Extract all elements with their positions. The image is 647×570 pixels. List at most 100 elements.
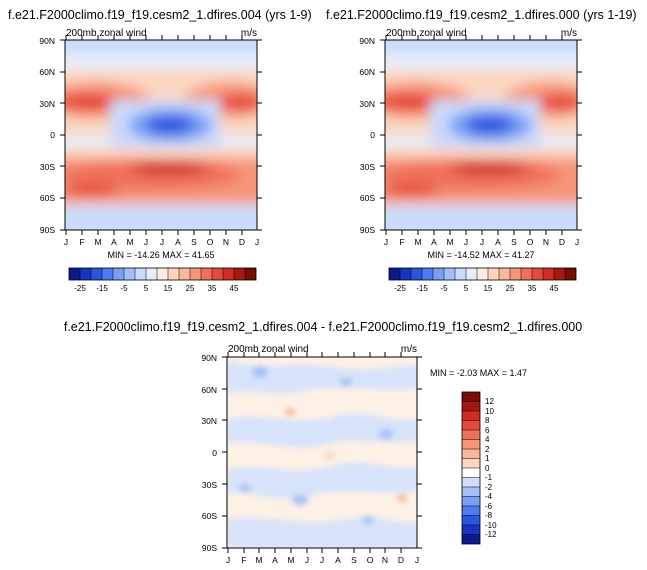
panel-1-subtitle-right: m/s: [241, 28, 257, 39]
x-tick-label: O: [367, 555, 374, 565]
colorbar-label: 8: [485, 416, 490, 425]
colorbar-label: 25: [186, 284, 195, 293]
x-tick-label: A: [335, 555, 341, 565]
x-tick-label: J: [160, 237, 164, 247]
y-tick-label: 30N: [201, 416, 217, 426]
x-tick-label: A: [495, 237, 501, 247]
x-tick-label: N: [543, 237, 549, 247]
colorbar-label: -5: [440, 284, 448, 293]
panel-1-subtitle-left: 200mb zonal wind: [66, 28, 147, 39]
panel-1-field: [65, 40, 257, 230]
colorbar-label: -10: [485, 521, 497, 530]
colorbar-label: -4: [485, 492, 493, 501]
colorbar-label: 35: [528, 284, 537, 293]
colorbar-label: 5: [144, 284, 149, 293]
x-tick-label: N: [382, 555, 388, 565]
x-tick-label: F: [399, 237, 404, 247]
colorbar-label: 45: [550, 284, 559, 293]
x-tick-label: A: [431, 237, 437, 247]
colorbar-label: -8: [485, 511, 493, 520]
colorbar-label: 5: [464, 284, 469, 293]
colorbar-label: 25: [506, 284, 515, 293]
colorbar-label: -25: [74, 284, 86, 293]
panel-2-subtitle-left: 200mb zonal wind: [386, 28, 467, 39]
panel-1-x-axis: J F M A M J J A S O N D J: [64, 35, 259, 247]
colorbar-label: -15: [96, 284, 108, 293]
panel-3-subtitle-right: m/s: [401, 344, 417, 355]
y-tick-label: 60S: [40, 193, 55, 203]
panel-3-colorbar: 12 10 8 6 4 2 1 0 -1 -2 -4 -6 -8 -10 -12: [461, 391, 497, 545]
y-tick-label: 60N: [201, 385, 217, 395]
y-tick-label: 90N: [201, 353, 217, 363]
colorbar-label: 2: [485, 445, 490, 454]
x-tick-label: F: [79, 237, 84, 247]
x-tick-label: O: [527, 237, 534, 247]
x-tick-label: J: [64, 237, 68, 247]
panel-2: f.e21.F2000climo.f19_f19.cesm2_1.dfires.…: [326, 8, 637, 293]
colorbar-label: 15: [164, 284, 173, 293]
x-tick-label: A: [272, 555, 278, 565]
x-tick-label: D: [559, 237, 565, 247]
y-tick-label: 90S: [360, 225, 375, 235]
x-tick-label: A: [111, 237, 117, 247]
y-tick-label: 30S: [360, 162, 375, 172]
x-tick-label: M: [255, 555, 262, 565]
x-tick-label: J: [226, 555, 230, 565]
panel-1-title: f.e21.F2000climo.f19_f19.cesm2_1.dfires.…: [8, 8, 312, 22]
x-tick-label: S: [191, 237, 197, 247]
x-tick-label: J: [415, 555, 419, 565]
panel-2-subtitle-right: m/s: [561, 28, 577, 39]
y-tick-label: 30N: [39, 99, 55, 109]
panel-1: f.e21.F2000climo.f19_f19.cesm2_1.dfires.…: [8, 8, 312, 293]
colorbar-label: 1: [485, 454, 490, 463]
x-tick-label: F: [241, 555, 246, 565]
x-tick-label: J: [305, 555, 309, 565]
x-tick-label: A: [175, 237, 181, 247]
panel-3-field: [227, 357, 417, 548]
y-tick-label: 30N: [359, 99, 375, 109]
panel-3: f.e21.F2000climo.f19_f19.cesm2_1.dfires.…: [64, 320, 582, 565]
x-tick-label: J: [384, 237, 388, 247]
y-tick-label: 90N: [359, 36, 375, 46]
x-tick-label: J: [480, 237, 484, 247]
y-tick-label: 0: [50, 130, 55, 140]
colorbar-label: 0: [485, 464, 490, 473]
y-tick-label: 60S: [360, 193, 375, 203]
colorbar-label: -15: [416, 284, 428, 293]
x-tick-label: N: [223, 237, 229, 247]
y-tick-label: 30S: [40, 162, 55, 172]
y-tick-label: 30S: [202, 480, 217, 490]
x-tick-label: M: [126, 237, 133, 247]
colorbar-label: 35: [208, 284, 217, 293]
panel-3-y-axis: 90N 60N 30N 0 30S 60S 90S: [201, 353, 422, 553]
panel-3-x-axis: J F M A M J J A S O N D J: [226, 352, 419, 565]
panel-3-subtitle-left: 200mb zonal wind: [228, 344, 309, 355]
x-tick-label: J: [320, 555, 324, 565]
panel-3-title: f.e21.F2000climo.f19_f19.cesm2_1.dfires.…: [64, 320, 582, 334]
x-tick-label: J: [575, 237, 579, 247]
x-tick-label: D: [239, 237, 245, 247]
colorbar-label: 45: [230, 284, 239, 293]
panel-1-colorbar: -25 -15 -5 5 15 25 35 45: [68, 267, 257, 293]
x-tick-label: M: [446, 237, 453, 247]
y-tick-label: 0: [370, 130, 375, 140]
colorbar-label: -6: [485, 502, 493, 511]
colorbar-label: -1: [485, 473, 493, 482]
y-tick-label: 90N: [39, 36, 55, 46]
colorbar-label: 15: [484, 284, 493, 293]
y-tick-label: 90S: [202, 543, 217, 553]
x-tick-label: J: [464, 237, 468, 247]
y-tick-label: 60N: [39, 67, 55, 77]
colorbar-label: 12: [485, 397, 494, 406]
colorbar-label: -25: [394, 284, 406, 293]
panel-1-stats: MIN = -14.26 MAX = 41.65: [107, 250, 214, 260]
y-tick-label: 60S: [202, 511, 217, 521]
panel-2-stats: MIN = -14.52 MAX = 41.27: [427, 250, 534, 260]
x-tick-label: S: [511, 237, 517, 247]
colorbar-label: -2: [485, 483, 493, 492]
panel-2-colorbar: -25 -15 -5 5 15 25 35 45: [388, 267, 577, 293]
panel-2-field: [385, 40, 577, 230]
panel-2-x-axis: J F M A M J J A S O N D J: [384, 35, 579, 247]
x-tick-label: M: [414, 237, 421, 247]
